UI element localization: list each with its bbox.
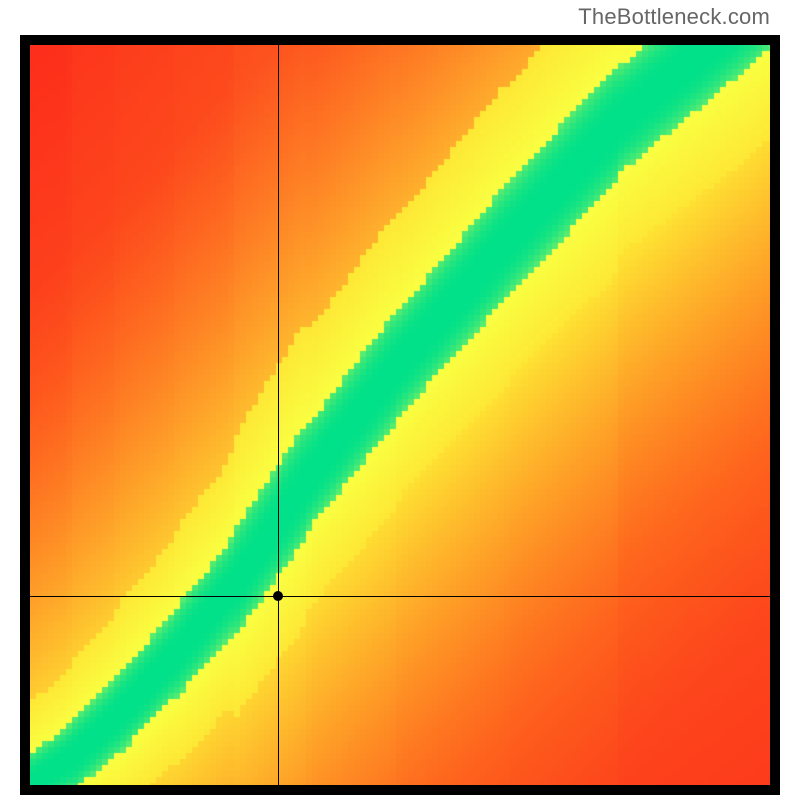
bottleneck-heatmap: [30, 45, 770, 785]
crosshair-marker: [273, 591, 283, 601]
crosshair-horizontal: [30, 596, 770, 597]
watermark-text: TheBottleneck.com: [578, 4, 770, 30]
crosshair-vertical: [278, 45, 279, 785]
chart-frame: [20, 35, 780, 795]
